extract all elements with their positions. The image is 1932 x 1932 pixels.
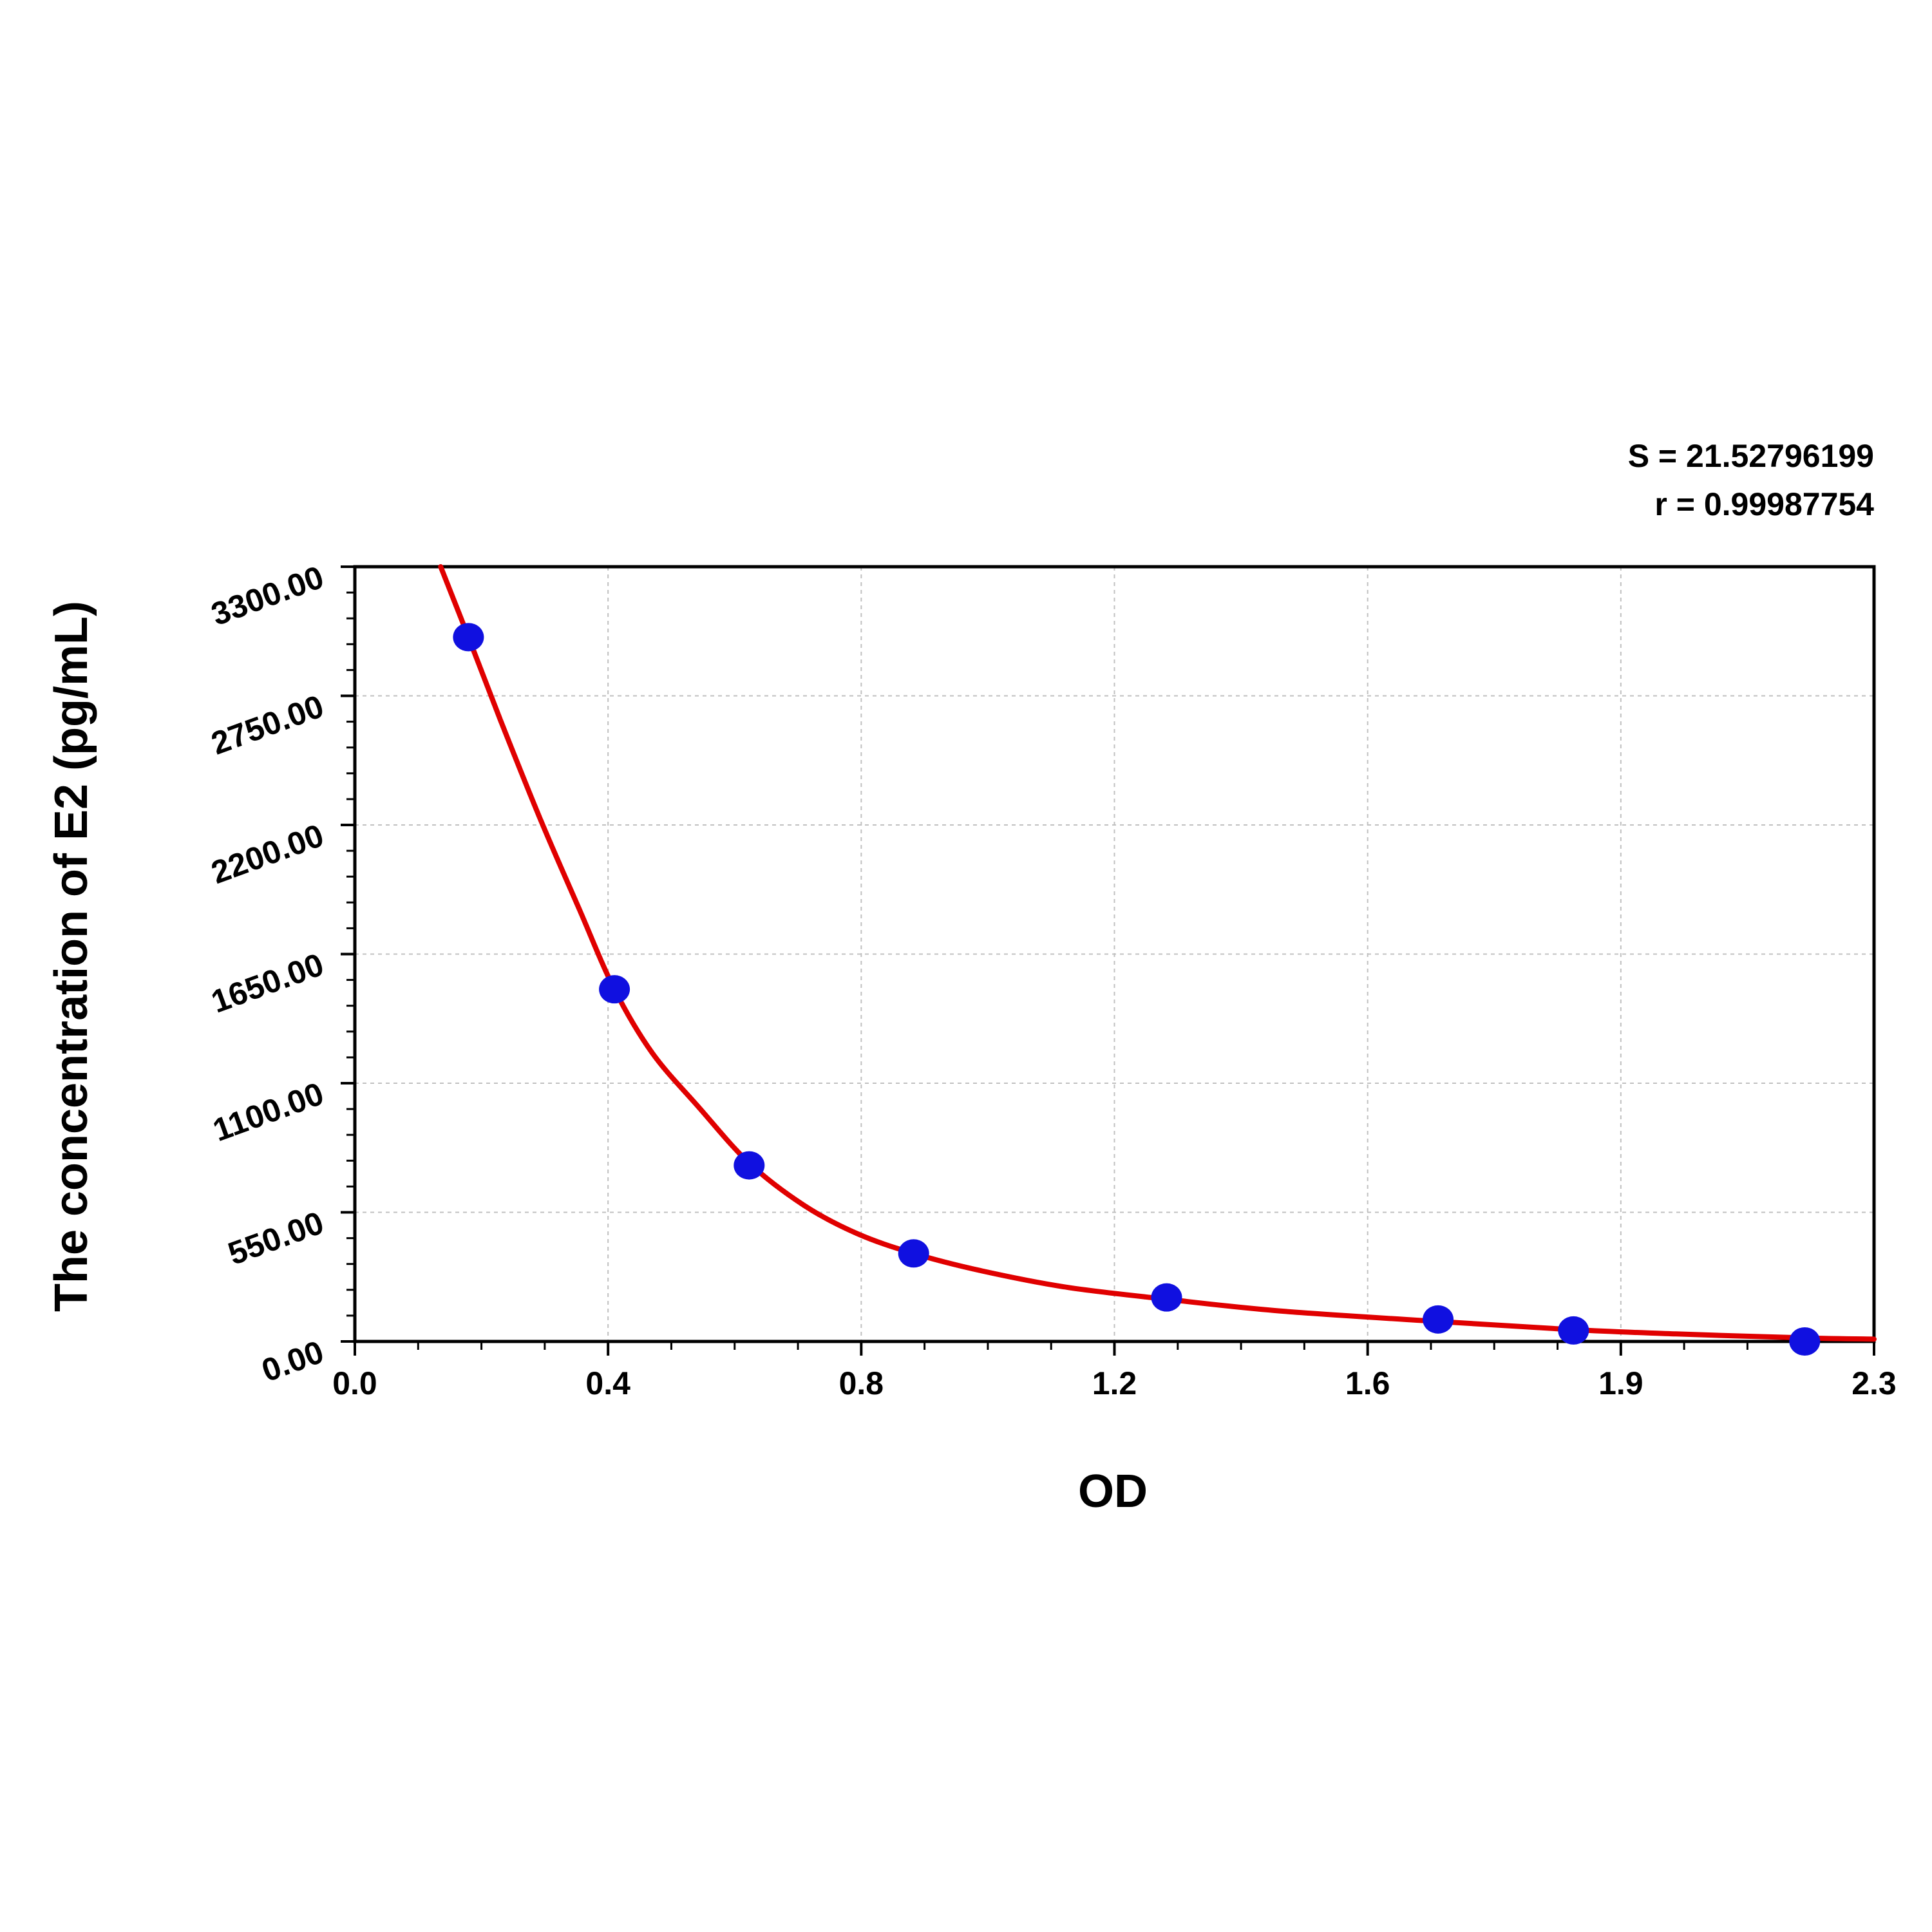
data-point [1558, 1316, 1589, 1345]
grid-lines [355, 567, 1874, 1341]
data-point [1151, 1283, 1182, 1312]
x-tick-label: 1.2 [1092, 1365, 1137, 1401]
data-point [453, 623, 484, 652]
plot-frame [353, 565, 1876, 1343]
data-point [734, 1151, 765, 1180]
x-axis-title: OD [1078, 1466, 1148, 1517]
x-tick-label: 0.4 [585, 1365, 630, 1401]
data-point [599, 975, 630, 1004]
data-point [898, 1239, 929, 1268]
data-points [453, 623, 1821, 1356]
data-point [1789, 1327, 1821, 1356]
x-tick-label: 1.9 [1598, 1365, 1643, 1401]
x-tick-labels: 0.0 0.4 0.8 1.2 1.6 1.9 2.3 [332, 1365, 1897, 1401]
y-axis-title: The concentration of E2 (pg/mL) [46, 601, 97, 1312]
stat-r-value: r = 0.99987754 [1654, 486, 1874, 522]
x-tick-label: 2.3 [1852, 1365, 1897, 1401]
x-tick-label: 0.0 [332, 1365, 377, 1401]
x-tick-label: 1.6 [1345, 1365, 1390, 1401]
x-tick-label: 0.8 [839, 1365, 884, 1401]
data-point [1423, 1305, 1454, 1334]
stat-s-value: S = 21.52796199 [1628, 438, 1874, 474]
